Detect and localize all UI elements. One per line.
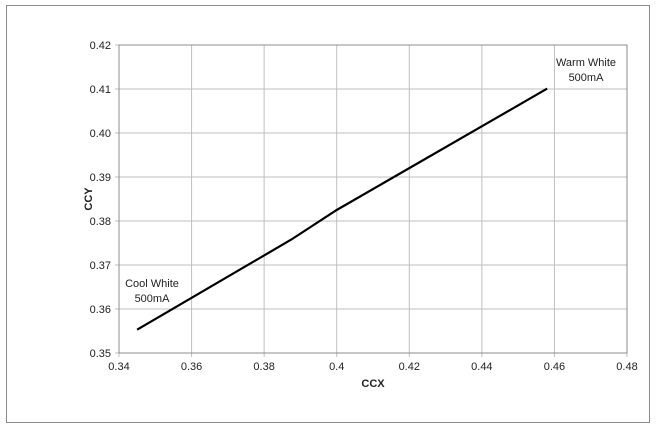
y-tick-label: 0.41 xyxy=(90,84,111,96)
annotation-warm-white-line2: 500mA xyxy=(569,72,605,84)
y-tick-label: 0.37 xyxy=(90,260,111,272)
y-tick-label: 0.40 xyxy=(90,128,111,140)
x-tick-label: 0.48 xyxy=(616,361,637,373)
x-tick-label: 0.46 xyxy=(544,361,565,373)
y-tick-labels: 0.35 0.36 0.37 0.38 0.39 0.40 0.41 0.42 xyxy=(90,40,111,360)
x-tick-label: 0.4 xyxy=(329,361,344,373)
gridlines xyxy=(115,44,628,357)
x-axis-label: CCX xyxy=(361,378,385,390)
y-tick-label: 0.36 xyxy=(90,304,111,316)
annotation-cool-white-line2: 500mA xyxy=(135,293,171,305)
annotation-cool-white-line1: Cool White xyxy=(125,278,179,290)
series-line xyxy=(136,87,548,331)
y-tick-label: 0.38 xyxy=(90,216,111,228)
x-tick-label: 0.44 xyxy=(471,361,492,373)
x-tick-label: 0.42 xyxy=(399,361,420,373)
x-tick-label: 0.34 xyxy=(108,361,129,373)
x-tick-label: 0.36 xyxy=(181,361,202,373)
annotation-warm-white-line1: Warm White xyxy=(556,57,616,69)
y-tick-label: 0.35 xyxy=(90,348,111,360)
y-tick-label: 0.39 xyxy=(90,172,111,184)
y-tick-label: 0.42 xyxy=(90,40,111,52)
plot-area xyxy=(118,44,628,354)
x-tick-label: 0.38 xyxy=(253,361,274,373)
annotation-warm-white: Warm White 500mA xyxy=(556,57,616,84)
x-tick-labels: 0.34 0.36 0.38 0.4 0.42 0.44 0.46 0.48 xyxy=(108,361,637,373)
annotation-cool-white: Cool White 500mA xyxy=(125,278,179,305)
y-axis-label: CCY xyxy=(83,187,95,211)
